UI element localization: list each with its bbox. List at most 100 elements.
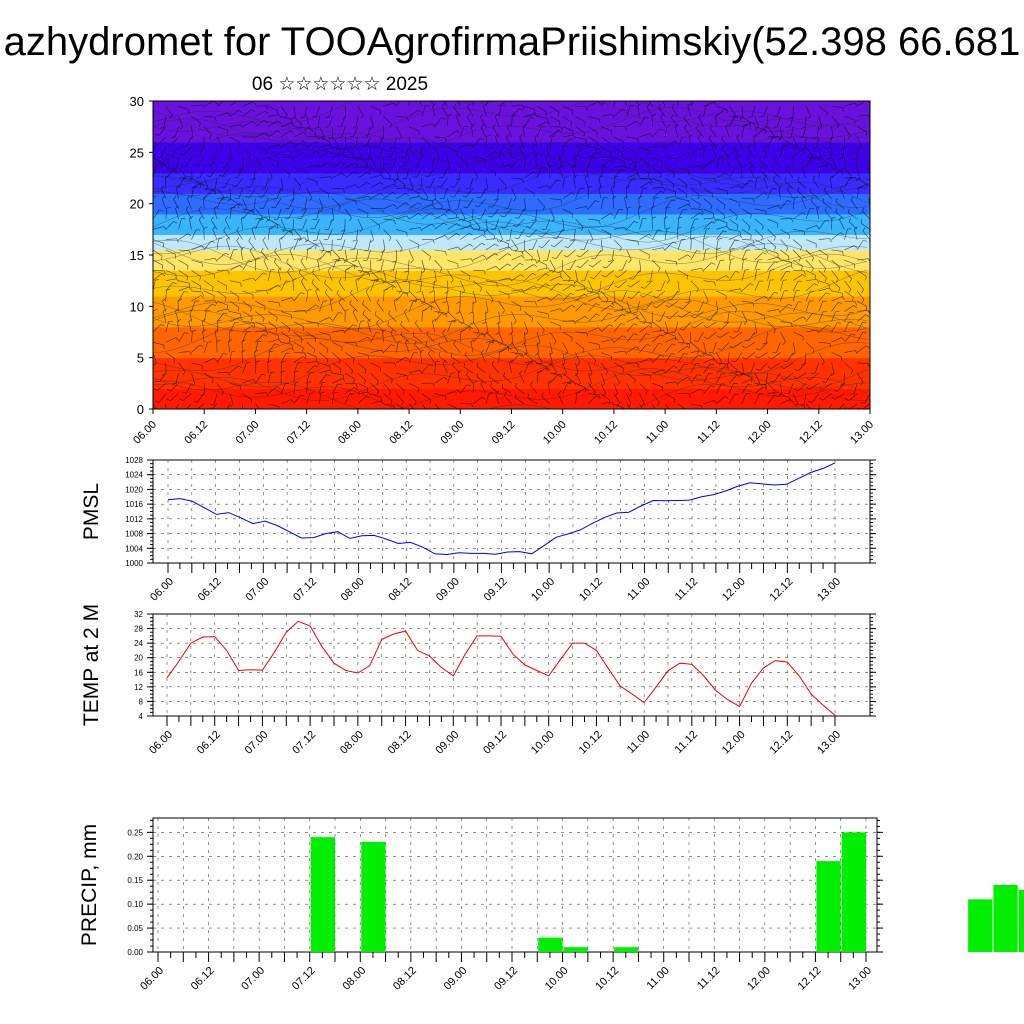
wind-barb-flag (514, 393, 517, 398)
wind-barb (665, 187, 676, 193)
wind-barb (191, 270, 201, 277)
pmsl-xtick-label: 06.00 (148, 576, 176, 604)
wind-barb (555, 249, 563, 259)
wind-barb (600, 101, 606, 107)
wind-barb (332, 172, 343, 179)
wind-barb-flag (227, 270, 230, 275)
wind-barb (191, 372, 196, 384)
wind-barb (211, 403, 218, 409)
wind-barb-flag (584, 175, 589, 179)
profile-contour-line (153, 253, 868, 300)
wind-barb-flag (198, 206, 202, 210)
wind-barb-flag (253, 136, 256, 141)
wind-barb (165, 169, 174, 179)
wind-barb-flag (147, 404, 151, 405)
wind-barb-flag (701, 405, 703, 409)
wind-barb-flag (854, 245, 858, 249)
wind-barb-flag (314, 132, 317, 137)
wind-barb (498, 290, 510, 296)
wind-barb (716, 275, 727, 281)
wind-barb (480, 188, 487, 199)
wind-barb (383, 383, 391, 392)
wind-barb (306, 141, 317, 148)
wind-barb (524, 198, 527, 210)
wind-barb (703, 188, 714, 195)
wind-barb (792, 239, 802, 247)
wind-barb (697, 137, 704, 148)
wind-barb-flag (853, 305, 858, 309)
wind-barb-flag (426, 413, 428, 416)
wind-barb (652, 354, 661, 364)
wind-barb (162, 300, 167, 312)
wind-barb-flag (284, 217, 289, 219)
precip-xtick-label: 09.12 (492, 965, 520, 993)
wind-barb-flag (153, 388, 158, 391)
wind-barb (857, 270, 867, 277)
wind-barb-flag (839, 232, 844, 235)
wind-barb (162, 310, 167, 322)
wind-barb (639, 393, 645, 404)
wind-barb (319, 144, 331, 148)
wind-barb-flag (302, 356, 307, 359)
wind-barb-flag (391, 379, 393, 384)
wind-barb (216, 290, 227, 298)
wind-barb (434, 259, 443, 269)
wind-barb (280, 331, 291, 339)
wind-barb (818, 280, 830, 285)
temp-xtick-label: 08.12 (386, 729, 414, 757)
wind-barb-flag (569, 239, 574, 242)
wind-barb (575, 352, 581, 363)
wind-barb (466, 374, 474, 384)
wind-barb-flag (379, 168, 384, 171)
wind-barb (176, 157, 179, 169)
wind-barb-flag (550, 244, 555, 248)
wind-barb (229, 188, 232, 200)
wind-barb-flag (807, 115, 811, 120)
wind-barb-flag (481, 396, 486, 400)
wind-barb (480, 352, 487, 363)
wind-barb (390, 332, 397, 343)
wind-barb (421, 123, 433, 127)
wind-barb (690, 267, 702, 271)
wind-barb (201, 321, 205, 333)
wind-barb (280, 297, 292, 302)
wind-barb (792, 249, 801, 259)
wind-barb-flag (724, 108, 729, 112)
wind-barb (754, 372, 761, 383)
wind-barb-flag (449, 195, 454, 198)
wind-barb (229, 249, 234, 261)
wind-barb-flag (671, 103, 675, 108)
wind-barb-flag (637, 363, 640, 368)
wind-barb-flag (202, 291, 204, 296)
wind-barb-flag (458, 319, 461, 324)
wind-barb-flag (214, 190, 216, 195)
wind-barb-flag (547, 185, 551, 190)
wind-barb (792, 342, 796, 354)
wind-barb (203, 136, 205, 148)
wind-barb (562, 116, 572, 123)
wind-barb-flag (141, 132, 145, 134)
wind-barb-flag (441, 117, 446, 120)
wind-barb-flag (533, 264, 537, 268)
wind-barb (255, 300, 266, 307)
wind-barb (490, 386, 499, 394)
wind-barb (480, 383, 487, 394)
wind-barb (157, 136, 167, 145)
wind-barb-flag (402, 178, 407, 180)
wind-barb (173, 198, 179, 209)
wind-barb-flag (825, 220, 830, 222)
wind-barb (223, 230, 231, 240)
wind-barb-flag (705, 300, 709, 304)
wind-barb (754, 248, 766, 251)
wind-barb-flag (491, 299, 494, 303)
wind-barb (613, 383, 618, 394)
wind-barb (690, 342, 700, 350)
wind-barb (780, 218, 792, 220)
pmsl-grid (153, 459, 870, 564)
wind-barb-flag (749, 180, 754, 183)
wind-barb (204, 300, 216, 302)
wind-barb (331, 383, 339, 394)
wind-barb (588, 296, 599, 302)
wind-barb-flag (406, 215, 410, 220)
wind-barb (857, 314, 866, 322)
